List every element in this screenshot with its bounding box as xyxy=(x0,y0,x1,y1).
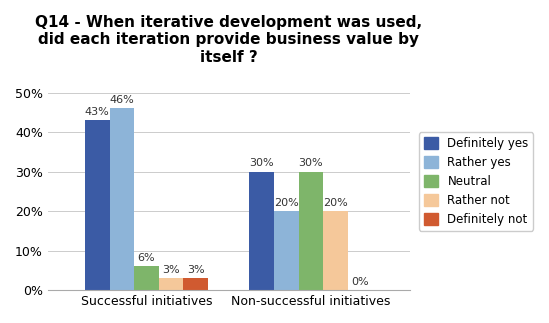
Text: 0%: 0% xyxy=(351,277,369,287)
Bar xyxy=(134,266,159,290)
Bar xyxy=(109,109,134,290)
Bar xyxy=(249,172,274,290)
Title: Q14 - When iterative development was used,
did each iteration provide business v: Q14 - When iterative development was use… xyxy=(35,15,422,65)
Text: 46%: 46% xyxy=(109,95,134,105)
Bar xyxy=(323,211,348,290)
Text: 43%: 43% xyxy=(85,107,110,117)
Bar xyxy=(85,120,109,290)
Bar xyxy=(183,278,208,290)
Legend: Definitely yes, Rather yes, Neutral, Rather not, Definitely not: Definitely yes, Rather yes, Neutral, Rat… xyxy=(419,132,534,231)
Text: 6%: 6% xyxy=(138,253,155,263)
Bar xyxy=(159,278,183,290)
Text: 20%: 20% xyxy=(323,198,348,208)
Text: 20%: 20% xyxy=(274,198,299,208)
Bar xyxy=(274,211,299,290)
Bar xyxy=(299,172,323,290)
Text: 3%: 3% xyxy=(187,265,205,275)
Text: 30%: 30% xyxy=(299,159,323,169)
Text: 3%: 3% xyxy=(163,265,180,275)
Text: 30%: 30% xyxy=(249,159,274,169)
